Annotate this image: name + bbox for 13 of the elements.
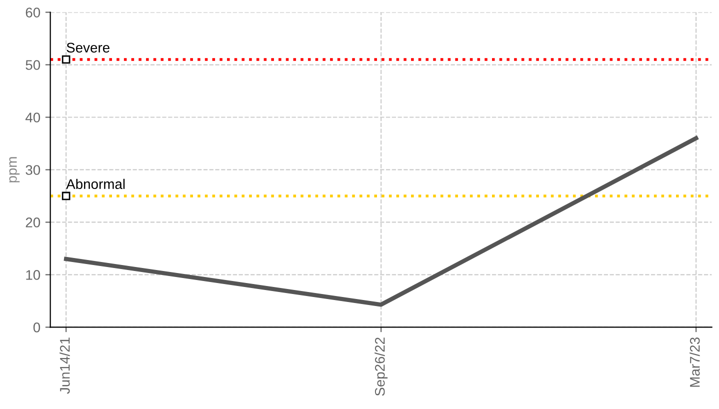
y-axis-title: ppm [9,157,20,182]
y-tick-label: 50 [26,60,40,70]
ref-line-label: Abnormal [66,178,125,190]
x-tick-label: Jun14/21 [60,338,70,394]
ref-line-label: Severe [66,42,110,53]
x-tick-label: Mar7/23 [690,338,700,387]
y-tick-label: 20 [26,218,40,228]
y-tick-label: 0 [33,322,40,332]
y-tick-label: 60 [26,8,40,18]
y-tick-label: 40 [25,112,40,122]
y-tick-label: 10 [26,270,40,280]
y-tick-label: 30 [26,165,40,175]
x-tick-label: Sep26/22 [374,338,388,396]
